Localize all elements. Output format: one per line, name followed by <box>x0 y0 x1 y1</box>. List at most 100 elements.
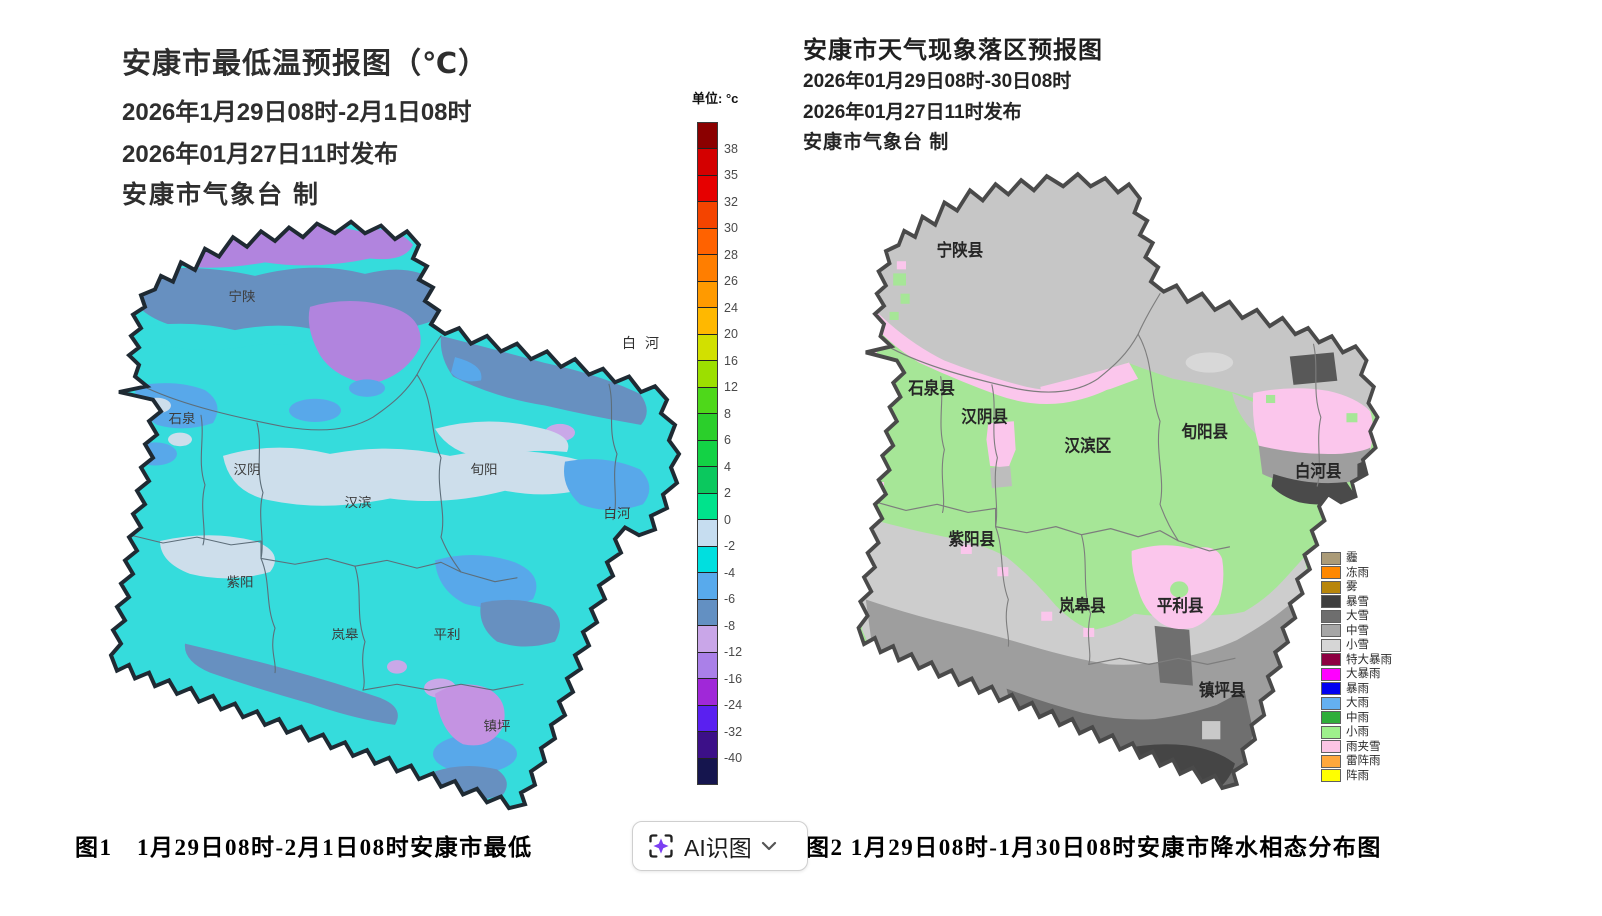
left-map-producer: 安康市气象台 制 <box>122 181 320 209</box>
legend-item: 冻雨 <box>1321 566 1458 581</box>
floating-region-label: 白河 <box>622 337 668 352</box>
legend-label: 阵雨 <box>1346 769 1369 782</box>
region-label: 白河县 <box>1295 461 1342 481</box>
legend-item: 暴雪 <box>1321 595 1458 610</box>
legend-item: 雾 <box>1321 580 1458 595</box>
legend-swatch <box>1321 624 1341 638</box>
legend-label: 小雨 <box>1346 726 1369 739</box>
colorbar-tick: -16 <box>724 671 743 686</box>
region-label: 白河 <box>604 506 631 521</box>
legend-swatch <box>1321 551 1341 565</box>
region-label: 汉滨 <box>345 495 372 510</box>
colorbar-block <box>698 493 717 521</box>
legend-label: 大暴雨 <box>1346 668 1381 681</box>
legend-item: 小雪 <box>1321 638 1458 653</box>
legend-label: 暴雨 <box>1346 682 1369 695</box>
legend-label: 中雨 <box>1346 711 1369 724</box>
legend-item: 阵雨 <box>1321 769 1458 784</box>
colorbar-tick: -32 <box>724 724 743 739</box>
legend-swatch <box>1321 580 1341 594</box>
legend-label: 雾 <box>1346 581 1358 594</box>
colorbar-block <box>698 387 717 415</box>
region-label: 汉滨区 <box>1065 436 1112 456</box>
colorbar-block <box>698 758 717 785</box>
colorbar-tick: 6 <box>724 433 731 448</box>
colorbar-tick: 8 <box>724 406 731 421</box>
colorbar-block <box>698 546 717 574</box>
legend-label: 中雪 <box>1346 624 1369 637</box>
chevron-down-icon[interactable] <box>761 841 777 851</box>
legend-label: 雷阵雨 <box>1346 755 1381 768</box>
legend-item: 大雪 <box>1321 609 1458 624</box>
region-label: 石泉 <box>169 410 196 426</box>
colorbar-block <box>698 334 717 362</box>
legend-swatch <box>1321 566 1341 580</box>
colorbar-tick: 35 <box>724 168 738 183</box>
region-label: 汉阴县 <box>961 407 1008 427</box>
region-label: 旬阳县 <box>1181 422 1228 442</box>
colorbar-block <box>698 175 717 203</box>
legend-item: 暴雨 <box>1321 682 1458 697</box>
colorbar-block <box>698 414 717 441</box>
colorbar-tick: 2 <box>724 486 731 501</box>
region-label: 宁陕 <box>229 288 256 304</box>
legend-swatch <box>1321 667 1341 681</box>
ai-recognize-button[interactable]: AI识图 <box>632 821 808 871</box>
colorbar-block <box>698 440 717 468</box>
legend-label: 冻雨 <box>1346 566 1369 579</box>
colorbar-block <box>698 123 717 150</box>
colorbar-tick: 0 <box>724 512 731 527</box>
legend-item: 雷阵雨 <box>1321 754 1458 769</box>
colorbar-block <box>698 308 717 335</box>
colorbar-tick: 16 <box>724 353 738 368</box>
region-label: 镇坪 <box>484 719 511 734</box>
colorbar-tick: 4 <box>724 459 731 474</box>
colorbar-block <box>698 149 717 176</box>
colorbar-block <box>698 361 717 388</box>
legend-item: 小雨 <box>1321 725 1458 740</box>
legend-swatch <box>1321 696 1341 710</box>
temperature-colorbar <box>697 122 718 785</box>
legend-item: 大暴雨 <box>1321 667 1458 682</box>
figure2-caption: 图2 1月29日08时-1月30日08时安康市降水相态分布图 <box>806 835 1382 860</box>
region-label: 岚皋县 <box>1059 596 1106 616</box>
region-label: 石泉县 <box>907 378 954 398</box>
region-label: 旬阳 <box>471 462 498 477</box>
left-map-issued: 2026年01月27日11时发布 <box>122 141 399 168</box>
colorbar-block <box>698 679 717 706</box>
legend-swatch <box>1321 609 1341 623</box>
colorbar-tick: 38 <box>724 141 738 156</box>
region-label: 平利县 <box>1157 596 1204 616</box>
colorbar-tick: -12 <box>724 645 743 660</box>
legend-swatch <box>1321 740 1341 754</box>
legend-swatch <box>1321 711 1341 725</box>
legend-label: 暴雪 <box>1346 595 1369 608</box>
colorbar-tick: 24 <box>724 300 738 315</box>
colorbar-tick: -40 <box>724 751 743 766</box>
region-label: 镇坪县 <box>1199 680 1246 700</box>
colorbar-block <box>698 281 717 309</box>
colorbar-block <box>698 520 717 547</box>
legend-swatch <box>1321 754 1341 768</box>
legend-item: 特大暴雨 <box>1321 653 1458 668</box>
legend-swatch <box>1321 638 1341 652</box>
legend-swatch <box>1321 595 1341 609</box>
legend-label: 雨夹雪 <box>1346 740 1381 753</box>
region-label: 紫阳县 <box>949 529 996 549</box>
colorbar-block <box>698 255 717 282</box>
legend-item: 雨夹雪 <box>1321 740 1458 755</box>
colorbar-unit-label: 单位: °c <box>692 91 739 106</box>
right-map-period: 2026年01月29日08时-30日08时 <box>803 71 1072 92</box>
legend-swatch <box>1321 653 1341 667</box>
legend-item: 中雪 <box>1321 624 1458 639</box>
legend-label: 大雨 <box>1346 697 1369 710</box>
weather-legend: 霾冻雨雾暴雪 大雪 中雪 小雪 特大暴雨 大暴雨 暴雨大雨 中雨小雨 雨夹雪雷阵雨 阵雨 <box>1320 550 1458 784</box>
ai-scan-sparkle-icon <box>649 834 673 858</box>
colorbar-tick: -6 <box>724 592 736 607</box>
colorbar-block <box>698 202 717 229</box>
left-map-period: 2026年1月29日08时-2月1日08时 <box>122 99 472 126</box>
colorbar-block <box>698 705 717 733</box>
region-label: 汉阴 <box>234 462 261 477</box>
legend-label: 霾 <box>1346 552 1358 565</box>
